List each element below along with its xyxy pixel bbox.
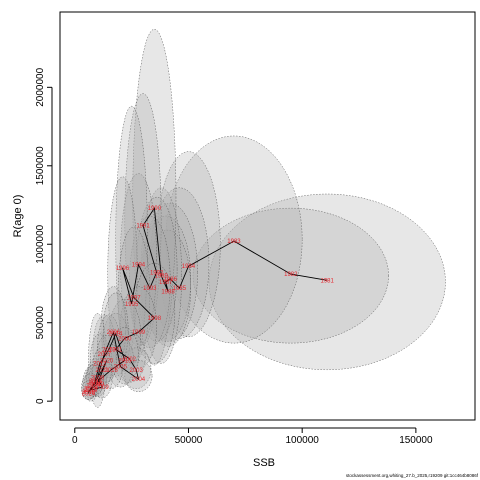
year-label: 2002 [123,357,137,363]
confidence-ellipse [88,313,107,408]
year-label: 1996 [116,266,130,272]
x-axis: 0 50000 100000 150000 [72,427,433,446]
year-label: 2006 [107,330,121,336]
x-axis-title: SSB [253,457,275,469]
year-label: 1988 [161,289,175,295]
year-label: 1989 [155,274,169,280]
year-label: 2024 [82,391,96,397]
y-axis-title: R(age 0) [12,195,24,238]
confidence-ellipse [208,193,446,371]
x-tick-label: 0 [72,435,78,446]
year-label: 1991 [136,223,150,229]
y-tick-label: 1500000 [35,146,46,185]
year-label: 2012 [93,362,107,368]
confidence-ellipse-layer [81,29,446,408]
year-label: 2011 [89,379,103,385]
confidence-ellipse [192,207,389,344]
year-label: 2004 [132,377,146,383]
year-label: 2022 [89,380,103,386]
confidence-ellipse [106,336,135,388]
confidence-ellipse [133,262,176,364]
footer-text: stockassessment.org,whiting_27.b_2025,r1… [346,473,479,478]
confidence-ellipse [108,298,141,372]
year-label: 2013 [102,347,116,353]
year-label: 2008 [91,376,105,382]
year-label: 1992 [150,270,164,276]
year-label: 1994 [132,263,146,269]
year-label: 2023 [84,387,98,393]
y-tick-label: 2000000 [35,67,46,106]
year-label: 1990 [148,206,162,212]
x-tick-label: 100000 [285,435,319,446]
year-label: 2017 [86,383,100,389]
year-label: 2015 [118,358,132,364]
year-label: 2003 [129,368,143,374]
year-label: 2010 [84,388,98,394]
year-label: 2019 [91,382,105,388]
year-label: 1999 [132,330,146,336]
year-label: 1997 [127,296,141,302]
year-label: 2007 [98,352,112,358]
year-label: 2020 [100,358,114,364]
y-tick-label: 500000 [35,306,46,340]
year-label: 1998 [148,316,162,322]
confidence-ellipse [115,105,148,374]
confidence-ellipse [124,360,153,393]
confidence-ellipse [83,372,99,399]
year-label: 2009 [95,385,109,391]
year-label: 2016 [104,368,118,374]
confidence-ellipse [145,229,192,347]
year-label: 1986 [164,277,178,283]
y-tick-label: 0 [35,398,46,404]
trajectory-line [87,206,328,394]
confidence-ellipse [149,187,210,339]
year-label: 2005 [114,365,128,371]
y-tick-label: 1000000 [35,224,46,263]
year-label: 2018 [82,390,96,396]
year-label: 1987 [159,280,173,286]
confidence-ellipse [102,292,129,369]
x-tick-label: 50000 [175,435,203,446]
confidence-ellipse [129,215,171,349]
year-label: 1993 [143,286,157,292]
confidence-ellipse [81,380,96,400]
y-axis: 0 500000 1000000 1500000 2000000 [35,67,53,404]
year-label: 1983 [227,239,241,245]
plot-frame [59,11,476,421]
year-label: 2000 [118,336,132,342]
year-label: 2014 [109,332,123,338]
year-label: 1985 [173,286,187,292]
year-label: 1995 [125,302,139,308]
year-label: 1982 [284,272,298,278]
x-tick-label: 150000 [399,435,433,446]
year-label: 1984 [182,264,196,270]
confidence-ellipse [132,29,177,366]
year-label: 2001 [109,347,123,353]
year-label: 1981 [321,278,335,284]
year-label: 2021 [95,368,109,374]
confidence-ellipse [120,173,157,347]
confidence-ellipse [165,135,303,344]
